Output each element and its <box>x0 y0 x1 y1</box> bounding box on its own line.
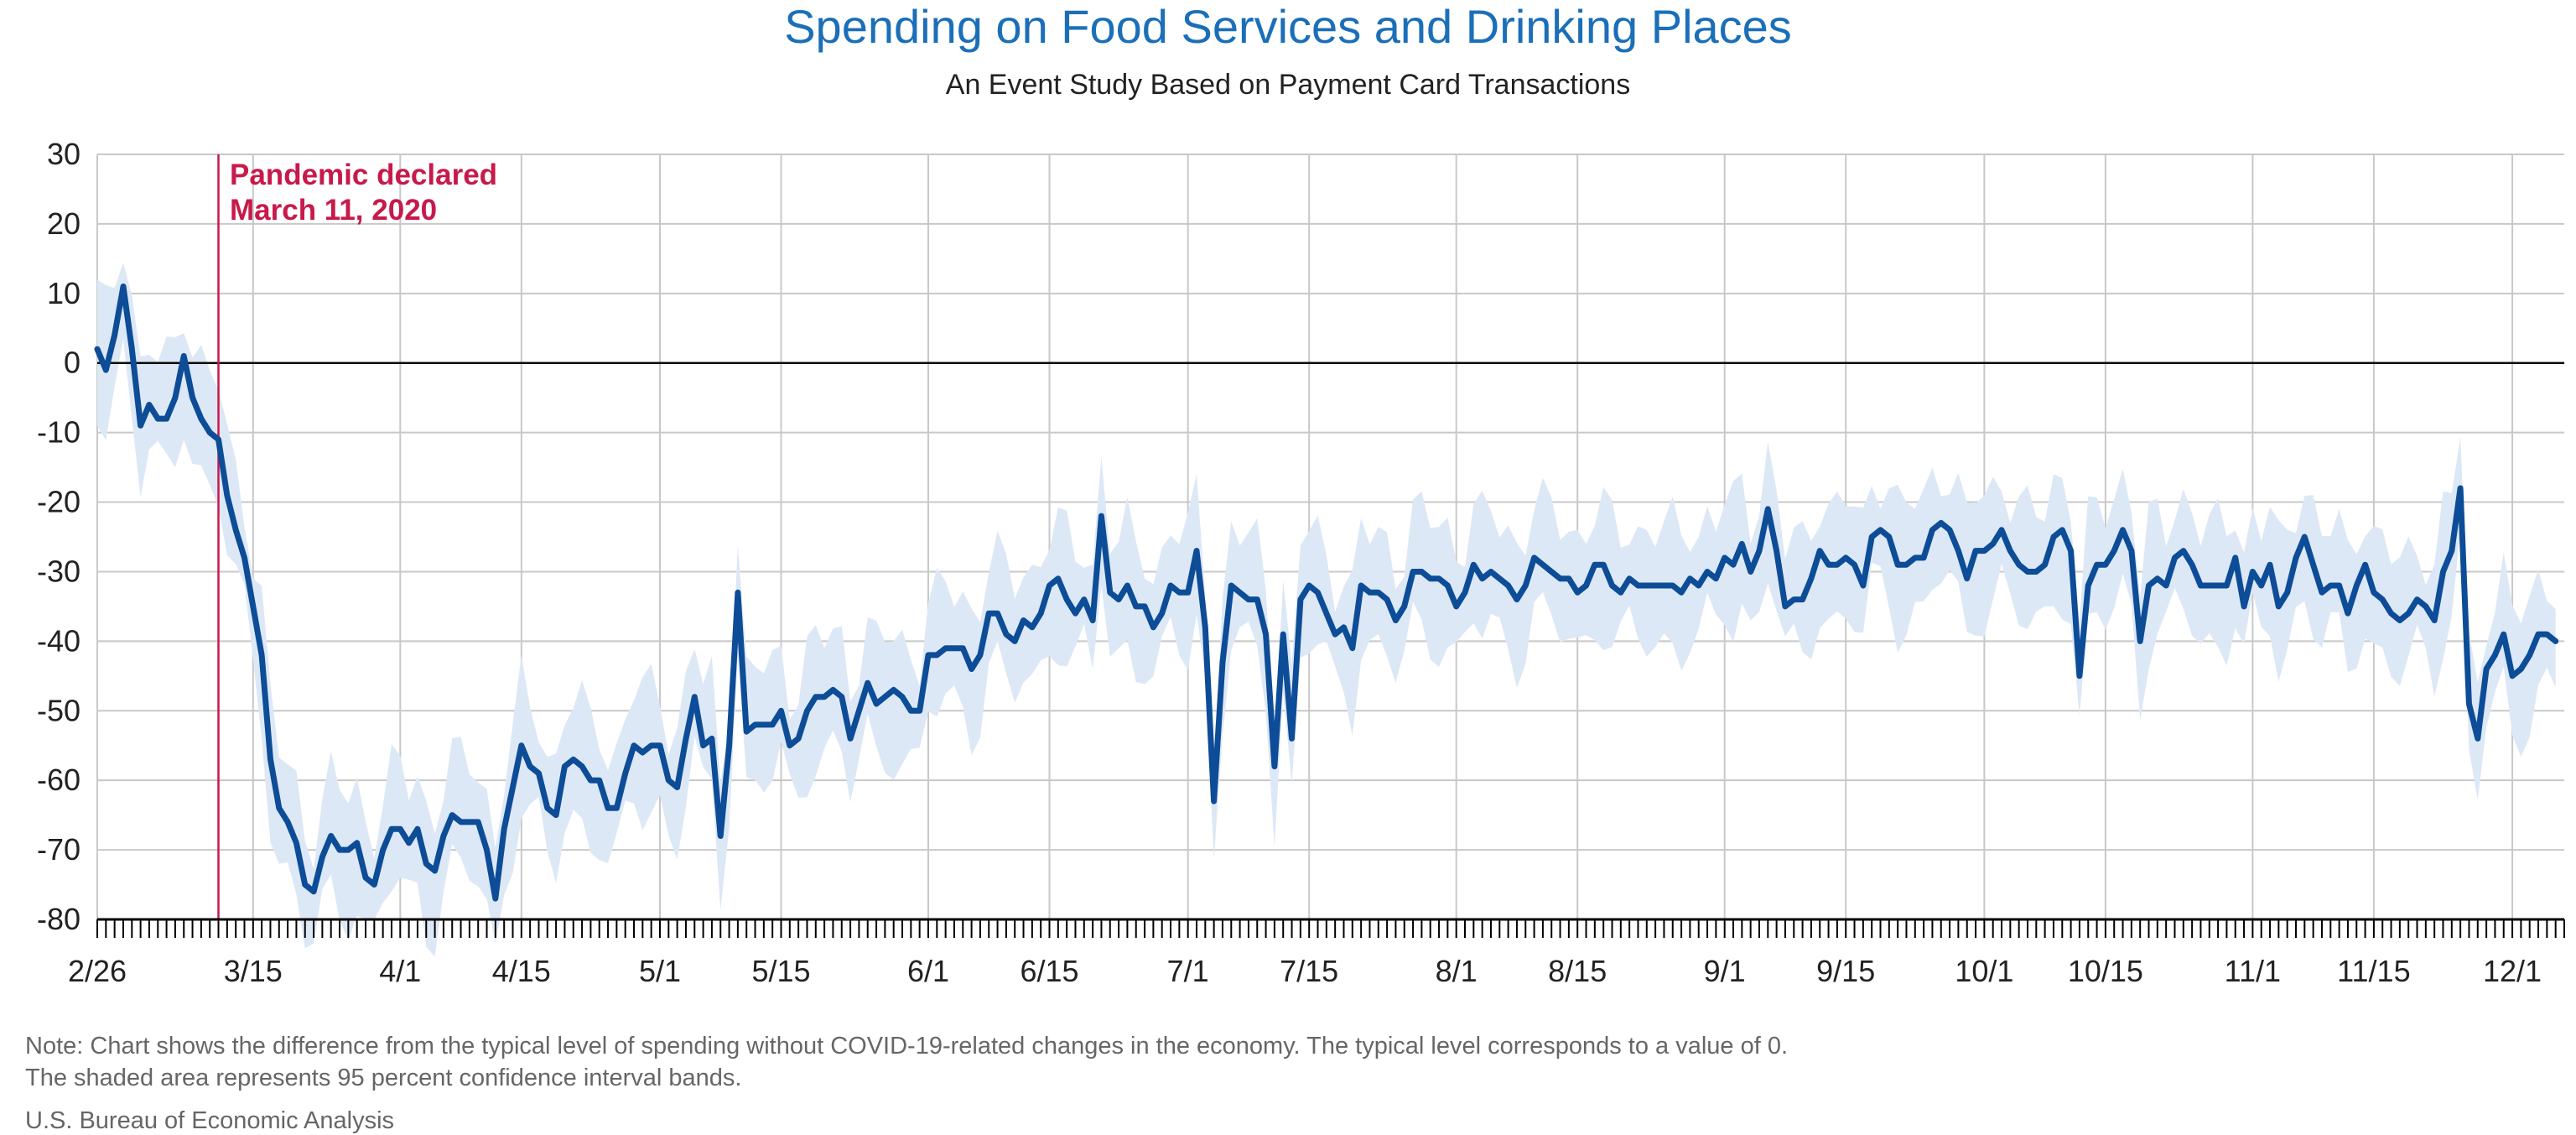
chart-note: Note: Chart shows the difference from th… <box>25 1033 1789 1060</box>
x-tick-label: 8/15 <box>1548 954 1607 988</box>
x-tick-label: 8/1 <box>1436 954 1478 988</box>
x-tick-label: 4/15 <box>492 954 551 988</box>
y-tick-label: 0 <box>64 346 80 380</box>
y-tick-label: -10 <box>37 415 80 450</box>
y-tick-label: -80 <box>37 902 80 936</box>
annotation-label-line2: March 11, 2020 <box>230 194 438 226</box>
y-tick-label: 10 <box>47 276 80 310</box>
x-tick-label: 7/15 <box>1280 954 1338 988</box>
chart-title: Spending on Food Services and Drinking P… <box>784 0 1792 53</box>
x-tick-label: 9/1 <box>1704 954 1746 988</box>
x-tick-label: 5/15 <box>751 954 810 988</box>
x-tick-label: 6/1 <box>907 954 949 988</box>
x-tick-label: 10/15 <box>2068 954 2143 988</box>
chart-subtitle: An Event Study Based on Payment Card Tra… <box>945 69 1631 101</box>
y-tick-label: -50 <box>37 693 80 727</box>
y-axis-labels: 30 20 10 0 -10 -20 -30 -40 -50 -60 -70 -80 <box>37 137 80 936</box>
x-tick-label: 10/1 <box>1955 954 2013 988</box>
x-axis <box>96 918 2565 938</box>
y-tick-label: -60 <box>37 763 80 797</box>
y-tick-label: -70 <box>37 832 80 867</box>
x-tick-label: 12/1 <box>2483 954 2542 988</box>
x-tick-label: 2/26 <box>68 954 127 988</box>
y-tick-label: 30 <box>47 137 80 171</box>
chart-source: U.S. Bureau of Economic Analysis <box>25 1107 395 1134</box>
spending-series-line <box>94 284 2559 902</box>
x-tick-label: 4/1 <box>379 954 421 988</box>
x-tick-label: 9/15 <box>1816 954 1875 988</box>
annotation-label-line1: Pandemic declared <box>230 159 498 191</box>
y-tick-label: -20 <box>37 485 80 519</box>
x-axis-labels: 2/26 3/15 4/1 4/15 5/1 5/15 6/1 6/15 7/1 7/15 8/1 8… <box>68 954 2542 988</box>
x-tick-label: 11/15 <box>2337 954 2410 988</box>
x-tick-label: 11/1 <box>2225 954 2281 988</box>
x-tick-label: 6/15 <box>1020 954 1078 988</box>
y-tick-label: -40 <box>37 623 80 658</box>
chart-note-2: The shaded area represents 95 percent co… <box>25 1065 742 1091</box>
y-tick-label: 20 <box>47 206 80 241</box>
x-tick-label: 5/1 <box>639 954 681 988</box>
x-tick-label: 7/1 <box>1167 954 1209 988</box>
y-tick-label: -30 <box>37 554 80 588</box>
x-tick-label: 3/15 <box>224 954 283 988</box>
series-line <box>94 284 2559 902</box>
